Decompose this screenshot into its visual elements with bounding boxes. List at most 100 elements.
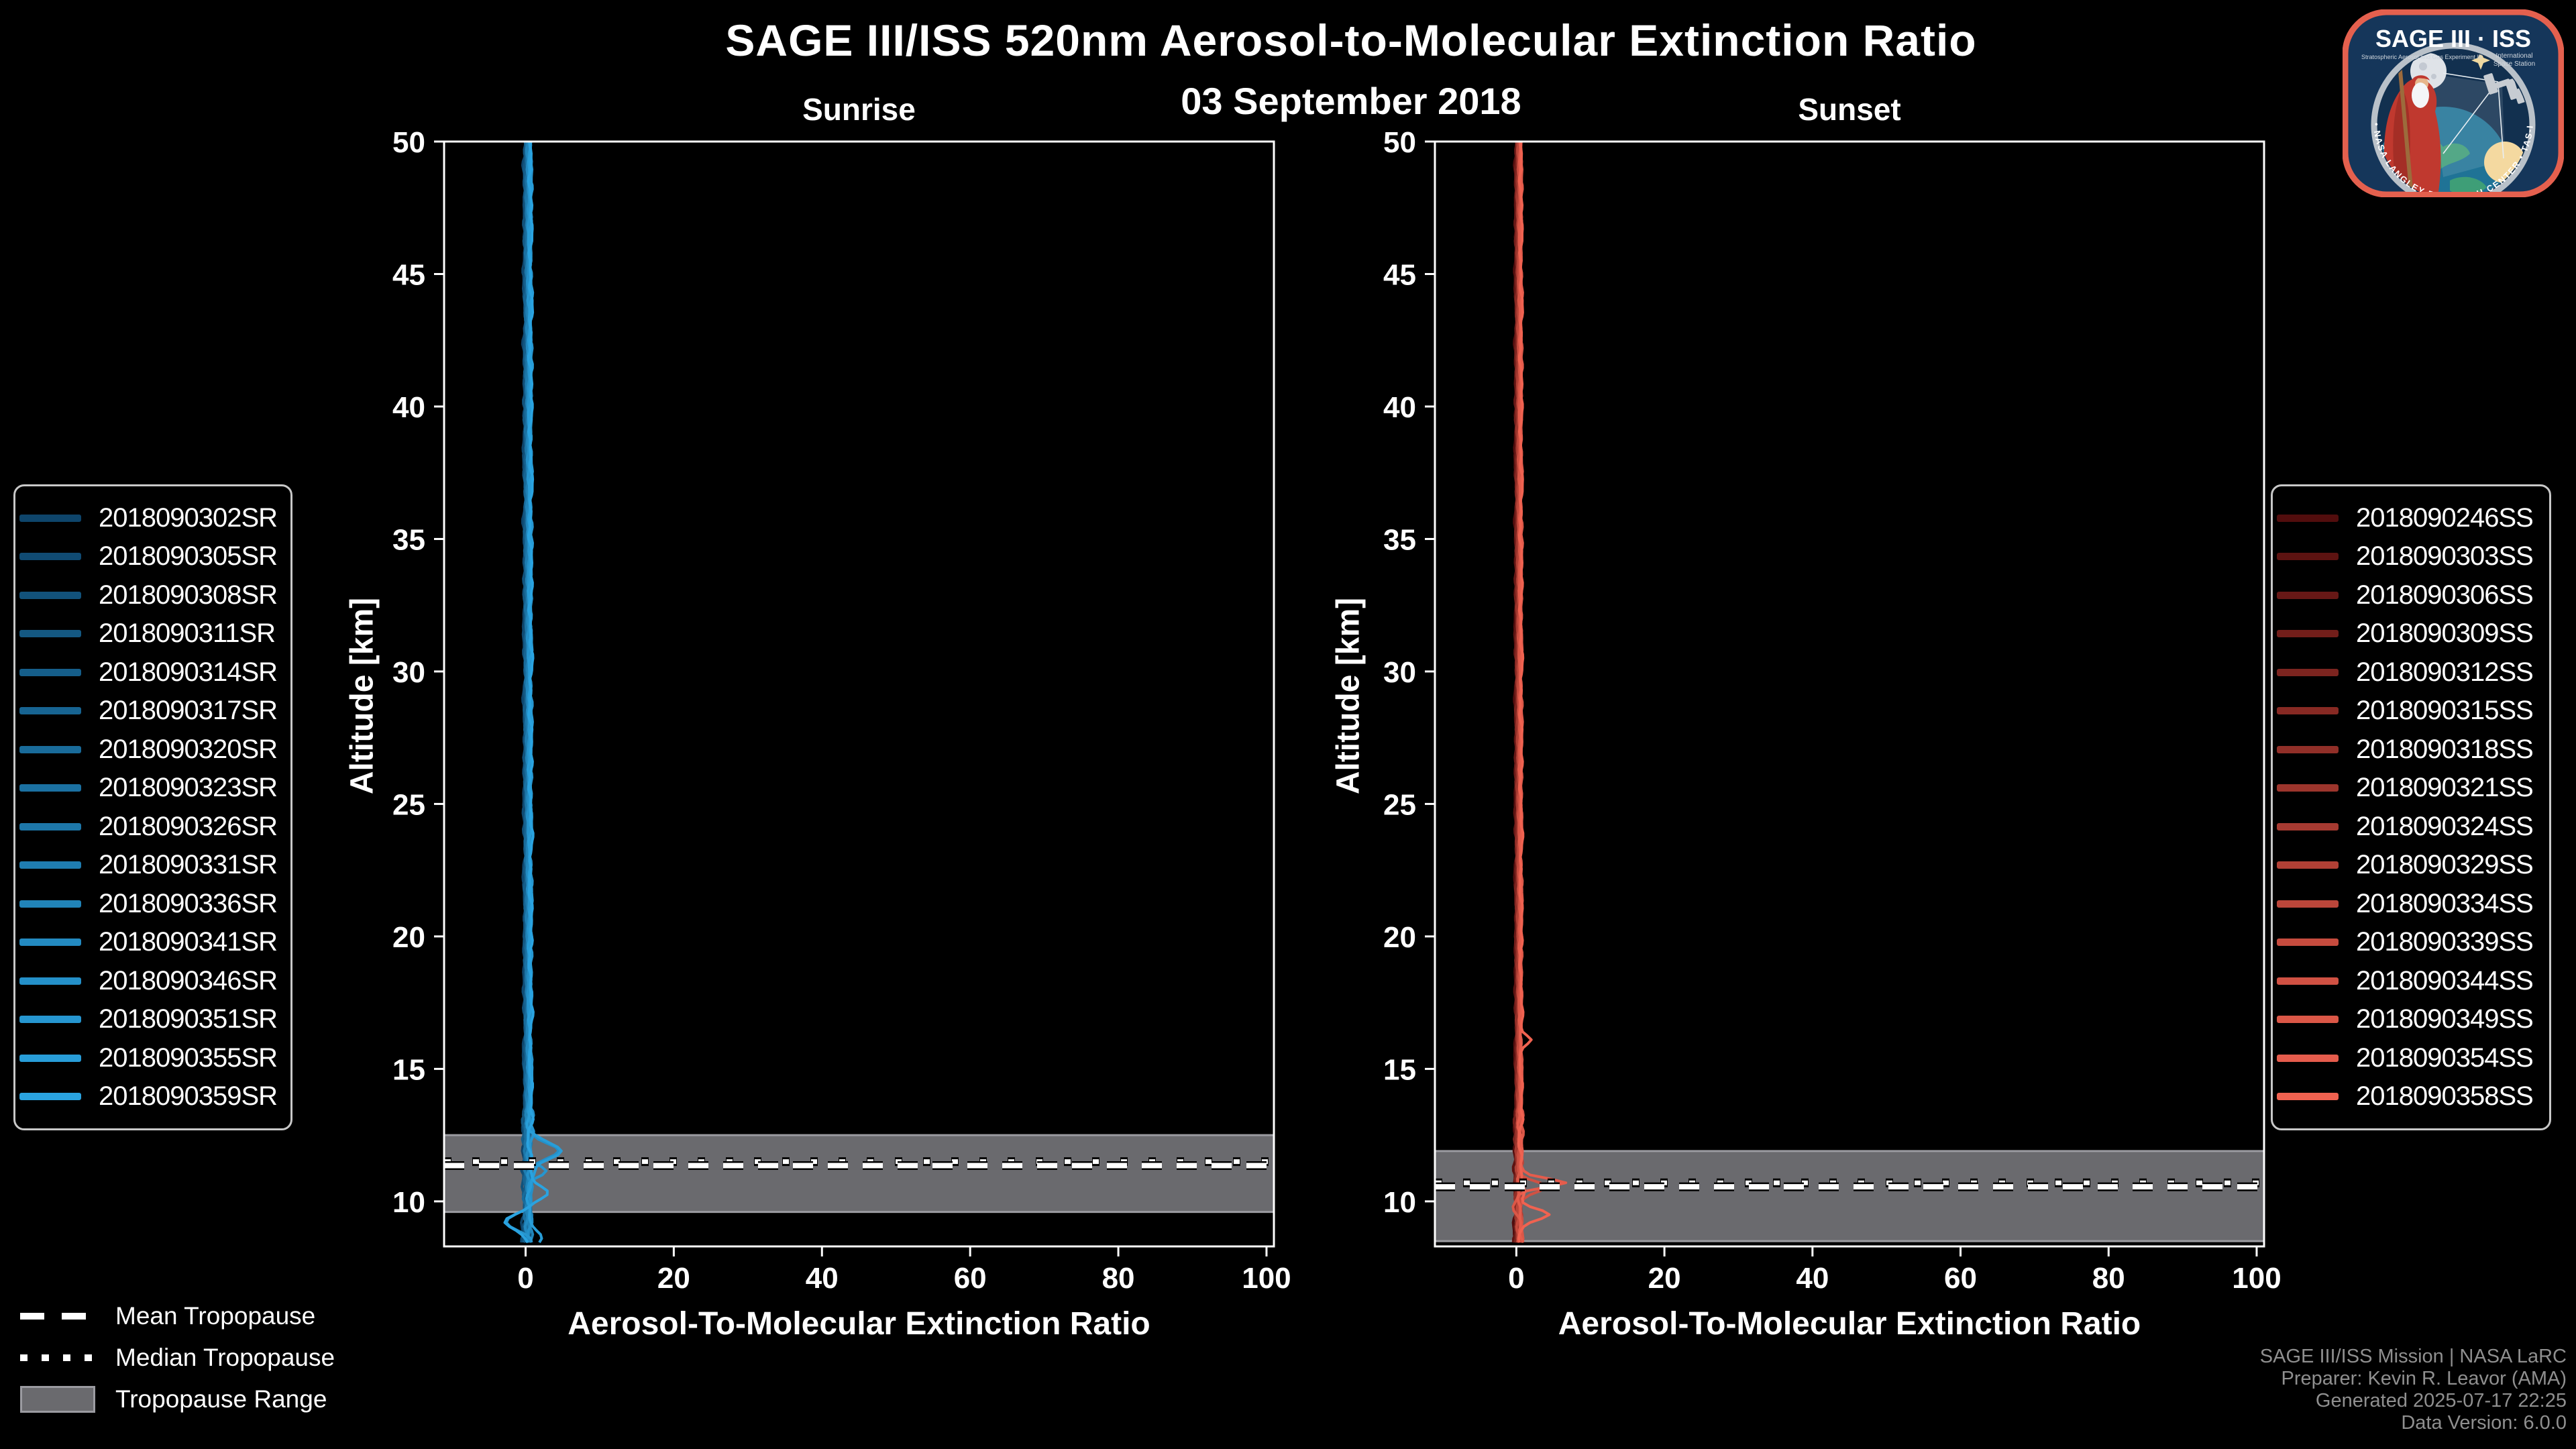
profile-line [1516, 142, 1568, 1243]
series-label: 2018090359SR [99, 1081, 278, 1112]
series-color-swatch [2277, 745, 2339, 753]
logo-subtitle-left: Stratospheric Aerosol and Gas Experiment… [2361, 54, 2482, 60]
x-tick-label: 80 [2092, 1262, 2125, 1295]
legend-entry-label: Tropopause Range [115, 1385, 327, 1413]
light-beam [2428, 74, 2505, 177]
series-color-swatch [19, 938, 81, 947]
legend-entry: 2018090321SS [2273, 773, 2549, 803]
series-color-swatch [2277, 668, 2339, 676]
y-tick-label: 35 [392, 523, 425, 556]
x-tick-label: 60 [954, 1262, 987, 1295]
y-tick-label: 30 [392, 656, 425, 689]
series-label: 2018090349SS [2356, 1004, 2534, 1034]
series-label: 2018090339SS [2356, 927, 2534, 957]
y-tick-label: 45 [1383, 258, 1416, 291]
x-tick-label: 40 [1796, 1262, 1829, 1295]
series-color-swatch [19, 514, 81, 522]
series-label: 2018090246SS [2356, 502, 2534, 533]
y-tick-label: 15 [1383, 1053, 1416, 1086]
legend-entry-median-tropopause: Median Tropopause [20, 1344, 335, 1371]
x-tick-label: 100 [2232, 1262, 2281, 1295]
legend-entry: 2018090334SS [2273, 889, 2549, 919]
series-label: 2018090314SR [99, 657, 278, 687]
plot-area-sunrise: 0 20 40 60 80 100 10 15 20 25 30 35 40 45 50 [392, 126, 1291, 1295]
legend-entry: 2018090358SS [2273, 1081, 2549, 1112]
legend-entry: 2018090359SR [15, 1081, 290, 1112]
star-sparkle [2471, 51, 2490, 70]
band-swatch [20, 1386, 95, 1413]
series-color-swatch [19, 1093, 81, 1101]
series-label: 2018090311SR [99, 619, 276, 649]
series-color-swatch [19, 784, 81, 792]
series-label: 2018090306SS [2356, 580, 2534, 610]
legend-entry: 2018090344SS [2273, 966, 2549, 996]
legend-entry: 2018090339SS [2273, 927, 2549, 957]
series-label: 2018090355SR [99, 1042, 278, 1073]
y-tick-label: 25 [1383, 788, 1416, 821]
earth-land [2450, 176, 2487, 192]
series-label: 2018090346SR [99, 965, 278, 996]
legend-entry: 2018090305SR [15, 541, 290, 572]
legend-entry: 2018090320SR [15, 735, 290, 765]
y-tick-label: 35 [1383, 523, 1416, 556]
legend-entry: 2018090309SS [2273, 619, 2549, 649]
x-tick-label: 0 [1508, 1262, 1524, 1295]
series-label: 2018090324SS [2356, 811, 2534, 841]
dashed-line-swatch [20, 1313, 95, 1320]
series-color-swatch [19, 1054, 81, 1062]
series-color-swatch [19, 668, 81, 676]
series-color-swatch [2277, 861, 2339, 869]
panel-title-sunrise: Sunrise [802, 92, 916, 127]
legend-entry: 2018090329SS [2273, 850, 2549, 880]
series-label: 2018090303SS [2356, 541, 2534, 572]
profile-line [1517, 142, 1551, 1243]
series-color-swatch [19, 707, 81, 715]
legend-entry: 2018090246SS [2273, 503, 2549, 533]
y-tick-label: 50 [1383, 126, 1416, 159]
legend-entry: 2018090326SR [15, 812, 290, 842]
series-label: 2018090315SS [2356, 696, 2534, 726]
legend-sunrise-events: 2018090302SR 2018090305SR 2018090308SR 2018… [13, 484, 292, 1130]
series-label: 2018090318SS [2356, 734, 2534, 764]
profile-lines [503, 142, 563, 1244]
attribution-line: Data Version: 6.0.0 [2401, 1412, 2567, 1434]
series-label: 2018090334SS [2356, 888, 2534, 918]
y-tick-label: 20 [1383, 921, 1416, 954]
x-tick-label: 20 [1648, 1262, 1681, 1295]
series-color-swatch [19, 861, 81, 869]
legend-entry: 2018090355SR [15, 1043, 290, 1073]
series-color-swatch [2277, 938, 2339, 947]
x-axis-label-sunrise: Aerosol-To-Molecular Extinction Ratio [568, 1306, 1150, 1342]
series-color-swatch [2277, 1016, 2339, 1024]
series-label: 2018090312SS [2356, 657, 2534, 687]
series-label: 2018090317SR [99, 696, 278, 726]
legend-entry-tropopause-range: Tropopause Range [20, 1385, 335, 1413]
logo-title: SAGE III · ISS [2375, 25, 2531, 52]
series-color-swatch [2277, 900, 2339, 908]
legend-entry: 2018090314SR [15, 657, 290, 688]
legend-entry: 2018090311SR [15, 619, 290, 649]
figure-date: 03 September 2018 [1181, 80, 1521, 122]
profile-lines [1511, 142, 1568, 1243]
series-color-swatch [19, 745, 81, 753]
y-axis-label-sunrise: Altitude [km] [344, 597, 380, 795]
series-label: 2018090323SR [99, 773, 278, 803]
legend-entry: 2018090317SR [15, 696, 290, 726]
series-color-swatch [2277, 977, 2339, 985]
figure-title: SAGE III/ISS 520nm Aerosol-to-Molecular … [725, 15, 1977, 65]
tropopause-range-band [1435, 1150, 2264, 1242]
panel-title-sunset: Sunset [1798, 92, 1901, 127]
series-label: 2018090305SR [99, 541, 278, 572]
legend-entry: 2018090318SS [2273, 735, 2549, 765]
y-tick-label: 25 [392, 788, 425, 821]
series-color-swatch [2277, 591, 2339, 599]
dotted-line-swatch [20, 1354, 95, 1361]
x-tick-label: 60 [1944, 1262, 1977, 1295]
x-axis-label-sunset: Aerosol-To-Molecular Extinction Ratio [1558, 1306, 2141, 1342]
legend-entry: 2018090312SS [2273, 657, 2549, 688]
series-color-swatch [2277, 1054, 2339, 1062]
series-label: 2018090309SS [2356, 619, 2534, 649]
x-tick-label: 0 [517, 1262, 533, 1295]
series-color-swatch [2277, 553, 2339, 561]
series-color-swatch [19, 822, 81, 830]
